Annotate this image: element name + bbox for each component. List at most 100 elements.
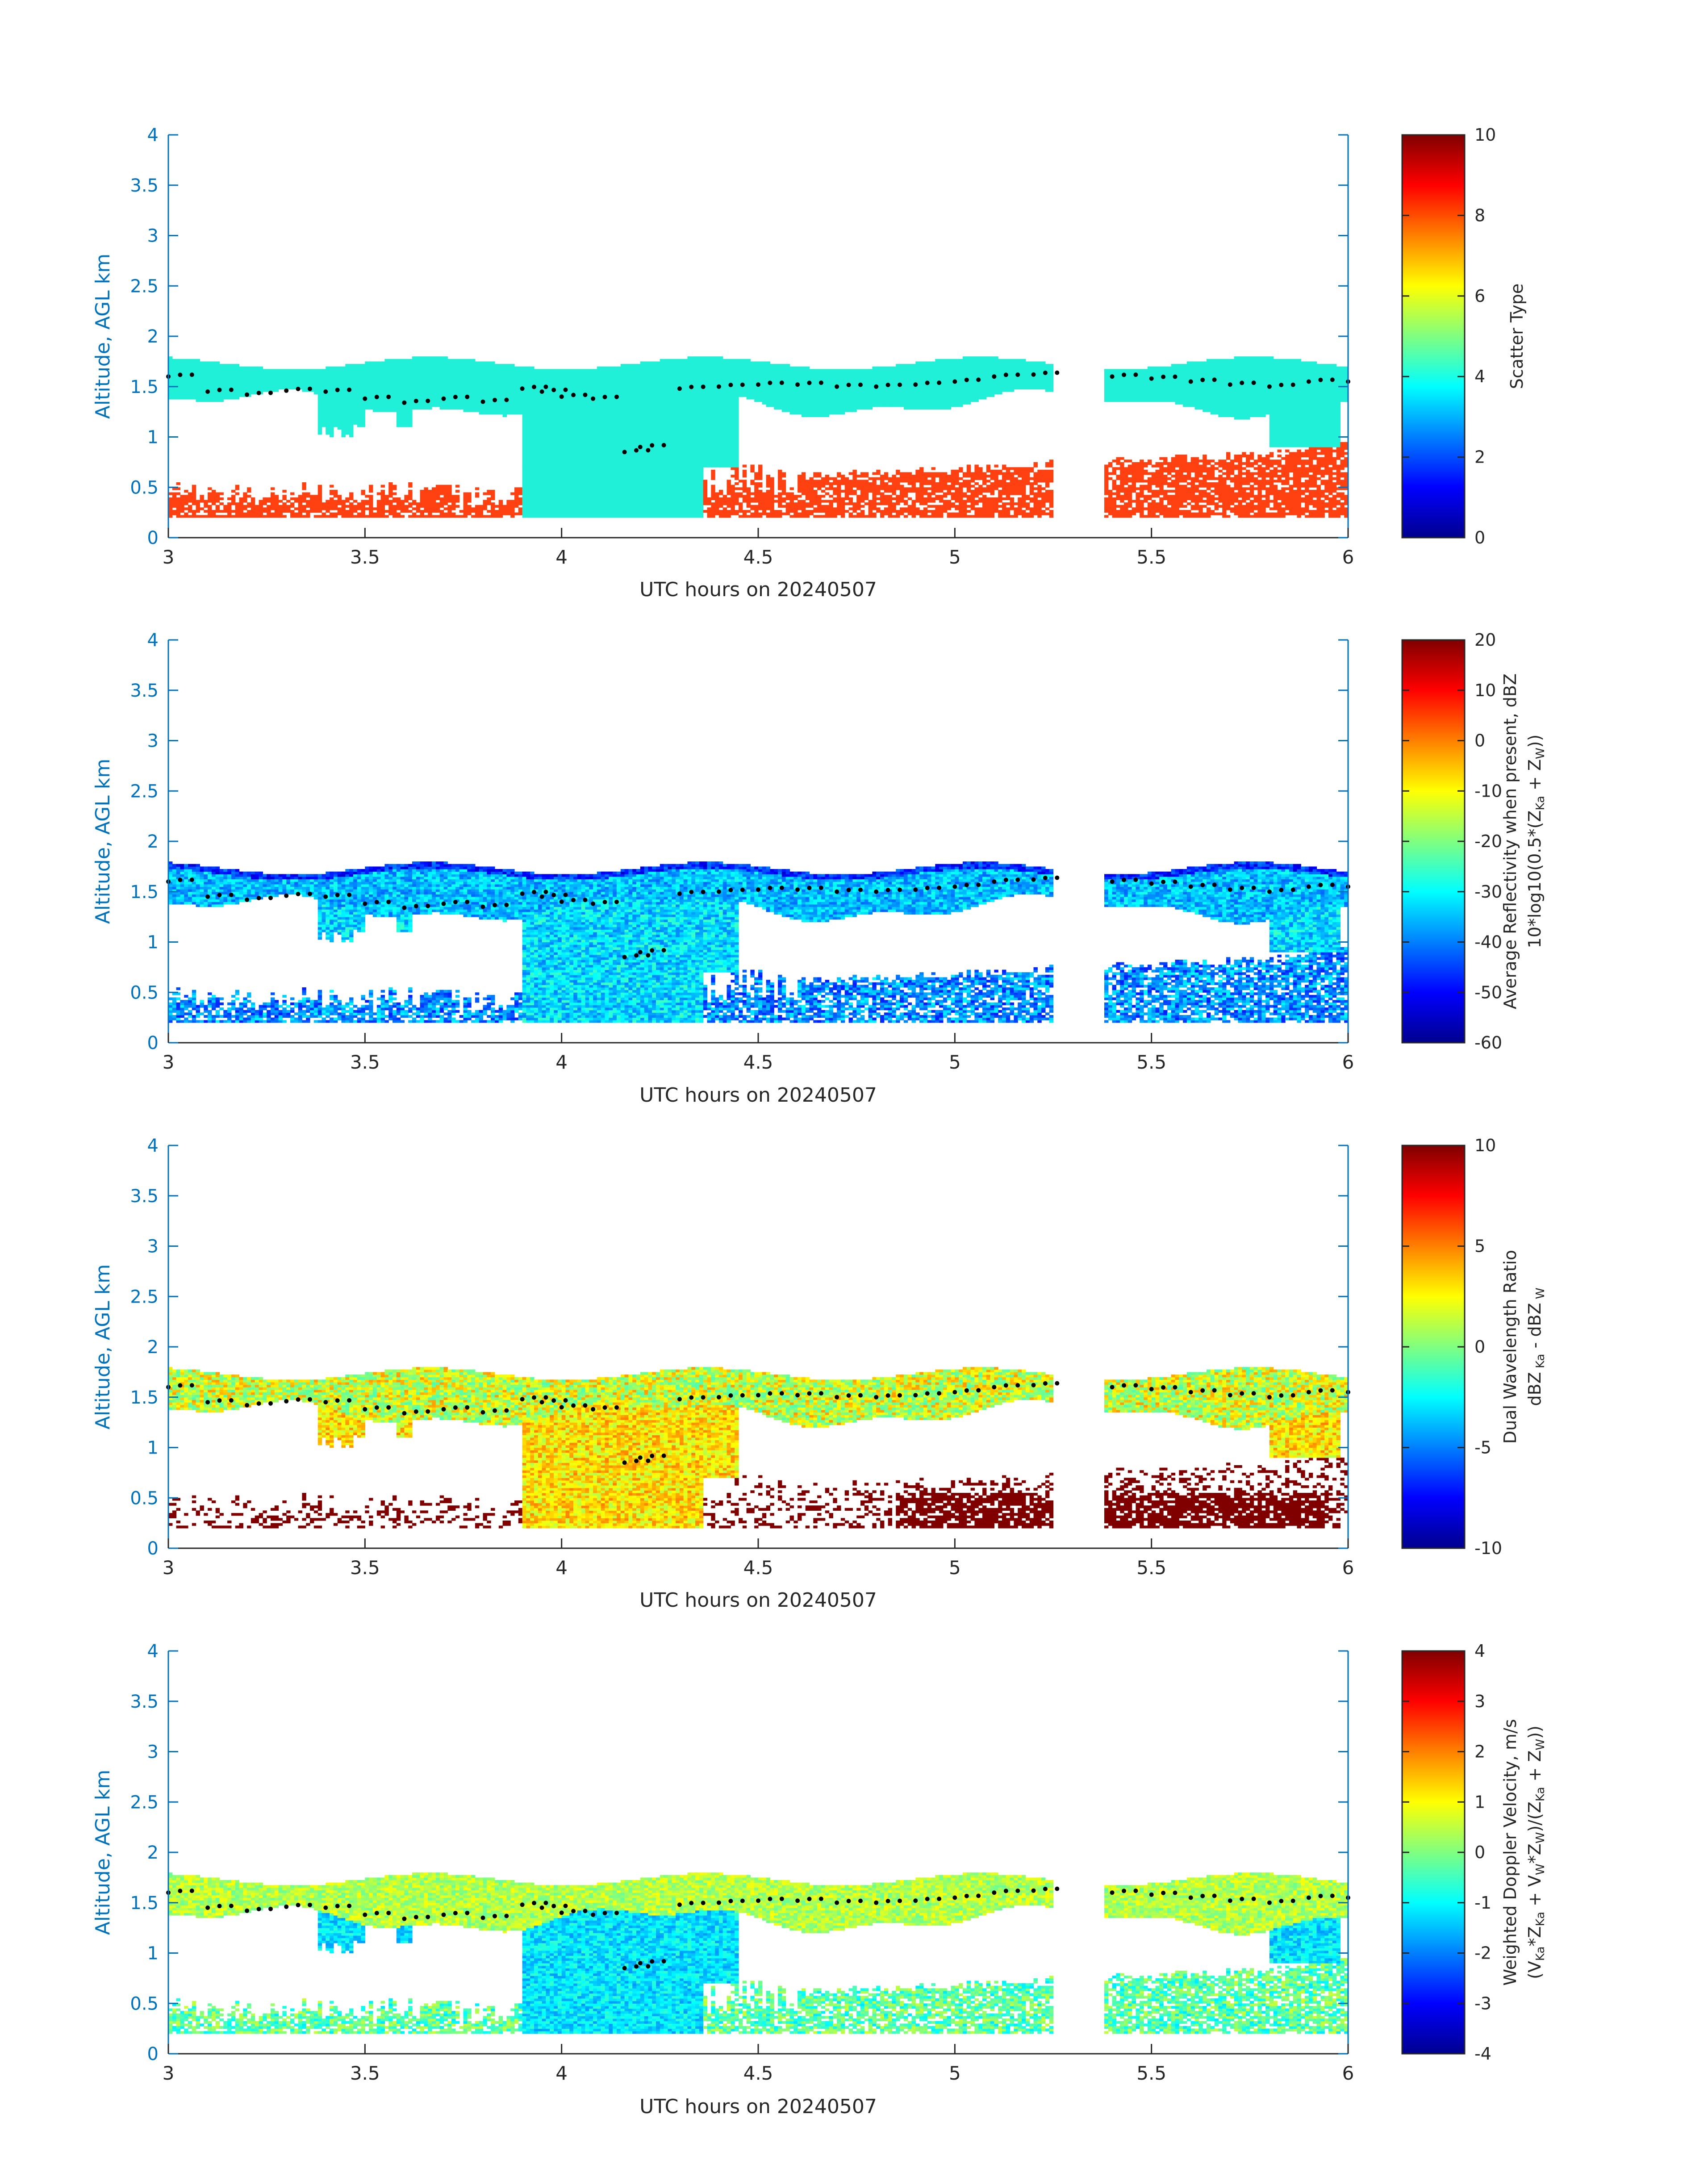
heatmap-cell xyxy=(601,381,606,384)
heatmap-cell xyxy=(479,379,484,382)
heatmap-cell xyxy=(522,394,526,397)
heatmap-cell xyxy=(652,412,656,415)
heatmap-cell xyxy=(251,392,255,395)
heatmap-cell xyxy=(479,409,484,412)
heatmap-cell xyxy=(679,467,684,470)
heatmap-cell xyxy=(404,371,409,375)
heatmap-cell xyxy=(408,482,413,485)
heatmap-cell xyxy=(443,487,448,490)
heatmap-cell xyxy=(408,406,413,410)
heatmap-cell xyxy=(404,510,409,513)
heatmap-cell xyxy=(546,442,550,445)
heatmap-cell xyxy=(593,399,597,402)
heatmap-cell xyxy=(317,515,322,518)
heatmap-cell xyxy=(687,361,692,364)
heatmap-cell xyxy=(353,384,358,387)
heatmap-cell xyxy=(317,510,322,513)
heatmap-cell xyxy=(341,394,346,397)
heatmap-cell xyxy=(613,366,617,369)
heatmap-cell xyxy=(349,381,354,384)
heatmap-cell xyxy=(530,510,535,513)
heatmap-cell xyxy=(538,515,543,518)
heatmap-cell xyxy=(326,500,330,503)
heatmap-cell xyxy=(620,502,625,506)
heatmap-cell xyxy=(676,452,680,455)
heatmap-cell xyxy=(393,392,397,395)
heatmap-cell xyxy=(538,412,543,415)
heatmap-cell xyxy=(424,359,428,362)
heatmap-cell xyxy=(534,376,539,380)
heatmap-cell xyxy=(561,447,566,450)
heatmap-cell xyxy=(581,467,586,470)
heatmap-cell xyxy=(668,371,672,375)
heatmap-cell xyxy=(534,462,539,465)
heatmap-cell xyxy=(487,369,491,372)
heatmap-cell xyxy=(388,384,393,387)
heatmap-cell xyxy=(467,505,472,508)
heatmap-cell xyxy=(691,475,696,478)
heatmap-cell xyxy=(412,500,417,503)
heatmap-cell xyxy=(502,505,507,508)
heatmap-cell xyxy=(184,392,188,395)
heatmap-cell xyxy=(691,437,696,440)
heatmap-cell xyxy=(345,500,350,503)
heatmap-cell xyxy=(483,392,487,395)
heatmap-cell xyxy=(624,424,629,427)
heatmap-cell xyxy=(282,374,287,377)
heatmap-cell xyxy=(416,515,421,518)
heatmap-cell xyxy=(432,359,436,362)
heatmap-cell xyxy=(569,409,574,412)
heatmap-cell xyxy=(518,507,523,510)
heatmap-cell xyxy=(683,475,688,478)
heatmap-cell xyxy=(372,376,377,380)
heatmap-cell xyxy=(349,505,354,508)
heatmap-cell xyxy=(184,359,188,362)
heatmap-cell xyxy=(672,424,676,427)
heatmap-cell xyxy=(687,414,692,417)
heatmap-cell xyxy=(317,389,322,392)
heatmap-cell xyxy=(435,366,440,369)
heatmap-cell xyxy=(679,361,684,364)
heatmap-cell xyxy=(192,359,196,362)
heatmap-cell xyxy=(581,452,586,455)
heatmap-cell xyxy=(609,366,613,369)
heatmap-cell xyxy=(672,376,676,380)
heatmap-cell xyxy=(483,399,487,402)
heatmap-cell xyxy=(640,442,645,445)
heatmap-cell xyxy=(648,404,652,407)
heatmap-cell xyxy=(628,512,633,515)
heatmap-cell xyxy=(282,371,287,375)
heatmap-cell xyxy=(546,389,550,392)
heatmap-cell xyxy=(506,392,511,395)
heatmap-cell xyxy=(393,404,397,407)
heatmap-cell xyxy=(388,505,393,508)
heatmap-cell xyxy=(404,369,409,372)
heatmap-cell xyxy=(530,449,535,452)
heatmap-cell xyxy=(668,409,672,412)
heatmap-cell xyxy=(286,371,291,375)
heatmap-cell xyxy=(388,406,393,410)
heatmap-cell xyxy=(251,366,255,369)
heatmap-cell xyxy=(365,386,369,389)
heatmap-cell xyxy=(542,379,546,382)
heatmap-cell xyxy=(443,515,448,518)
heatmap-cell xyxy=(424,366,428,369)
heatmap-cell xyxy=(593,492,597,495)
heatmap-cell xyxy=(640,364,645,367)
heatmap-cell xyxy=(306,512,310,515)
heatmap-cell xyxy=(341,379,346,382)
heatmap-cell xyxy=(660,447,664,450)
heatmap-cell xyxy=(691,442,696,445)
heatmap-cell xyxy=(439,379,444,382)
heatmap-cell xyxy=(447,366,452,369)
heatmap-cell xyxy=(361,394,365,397)
heatmap-cell xyxy=(345,497,350,500)
heatmap-cell xyxy=(644,502,648,506)
heatmap-cell xyxy=(349,384,354,387)
heatmap-cell xyxy=(428,381,432,384)
heatmap-cell xyxy=(263,502,267,506)
heatmap-cell xyxy=(357,374,362,377)
heatmap-cell xyxy=(408,389,413,392)
heatmap-cell xyxy=(679,482,684,485)
heatmap-cell xyxy=(530,429,535,432)
